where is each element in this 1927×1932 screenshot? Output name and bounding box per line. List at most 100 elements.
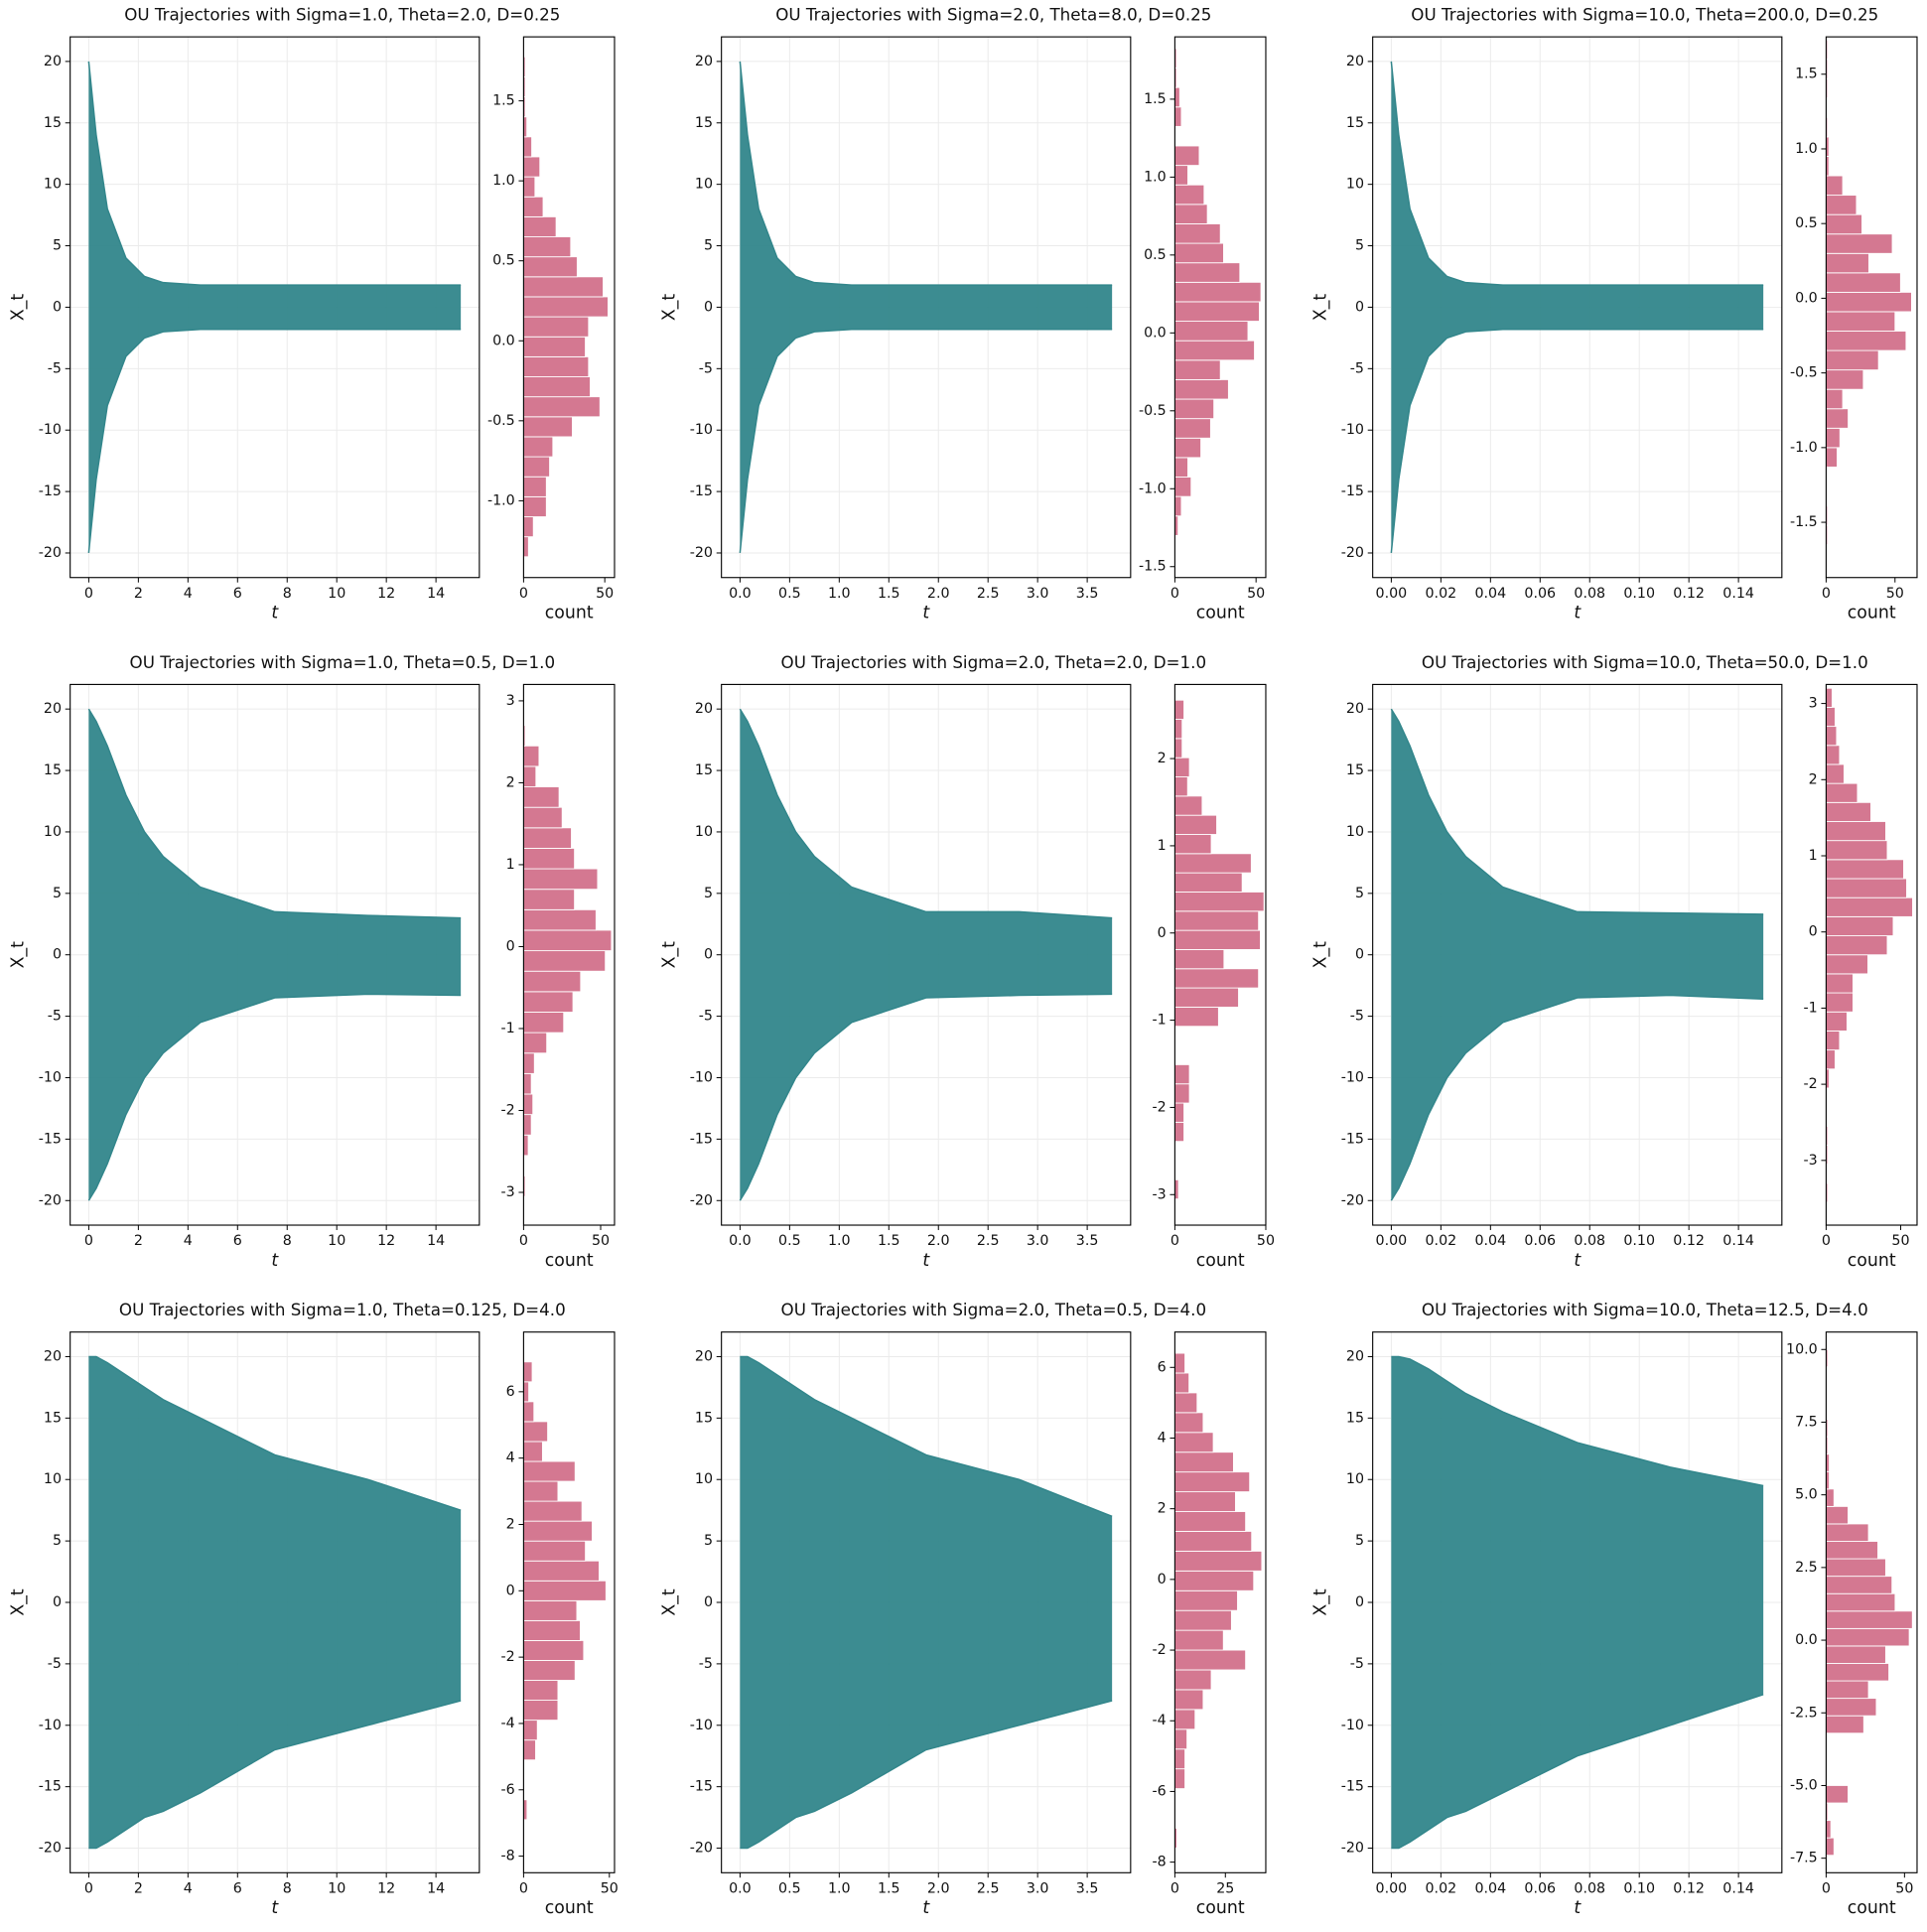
y-tick-label: 1 <box>506 857 515 873</box>
y-tick-label: 1 <box>1809 848 1818 864</box>
histogram-bar <box>522 196 544 217</box>
trajectory-spread <box>1391 709 1764 1201</box>
x-tick-label: 6 <box>233 586 242 602</box>
histogram-bar <box>1173 1768 1185 1790</box>
histogram-bar <box>522 1441 543 1462</box>
histogram-bar <box>522 476 547 497</box>
y-tick-label: -20 <box>1341 545 1364 561</box>
y-tick-label: -1 <box>501 1021 515 1036</box>
x-tick-label: 0 <box>1170 586 1179 602</box>
y-tick-label: 5 <box>53 1533 62 1549</box>
y-tick-label: -10 <box>1341 1069 1364 1085</box>
histogram-bar <box>522 1599 578 1621</box>
y-tick-label: -15 <box>1341 483 1364 499</box>
x-tick-label: 0.5 <box>778 1880 801 1896</box>
x-tick-label: 1.0 <box>828 1233 851 1249</box>
x-tick-label: 0.02 <box>1426 586 1457 602</box>
histogram-bar <box>1173 1531 1253 1552</box>
y-axis-label: X_t <box>1311 294 1331 322</box>
x-tick-label: 0.14 <box>1722 586 1754 602</box>
y-tick-label: -15 <box>39 1131 62 1147</box>
y-tick-label: 15 <box>44 1410 62 1426</box>
panel-title: OU Trajectories with Sigma=10.0, Theta=5… <box>1422 652 1868 672</box>
histogram-bar <box>1825 175 1844 197</box>
x-tick-label: 0.0 <box>729 1880 752 1896</box>
histogram-bar <box>1825 706 1836 728</box>
histogram-bar <box>522 1381 530 1403</box>
x-tick-label: 0.10 <box>1623 586 1655 602</box>
x-tick-label: 1.0 <box>828 1880 851 1896</box>
x-tick-label: 2 <box>134 1880 143 1896</box>
histogram-bar <box>1173 1669 1212 1691</box>
panel-title: OU Trajectories with Sigma=2.0, Theta=8.… <box>775 5 1211 25</box>
histogram-bar <box>522 176 536 198</box>
y-tick-label: 6 <box>1158 1359 1167 1375</box>
y-tick-label: -10 <box>690 422 713 438</box>
histogram-bar <box>1825 878 1907 898</box>
histogram-bar <box>522 336 586 357</box>
histogram-bar <box>1173 1629 1224 1651</box>
x-tick-label: 0 <box>84 1233 93 1249</box>
y-tick-label: 6 <box>506 1384 515 1400</box>
histogram-bar <box>522 1032 548 1054</box>
histogram-bar <box>1173 1748 1185 1770</box>
x-tick-label: 0.14 <box>1722 1880 1754 1896</box>
trajectory-envelope <box>739 993 1113 1201</box>
x-tick-label: 0.00 <box>1376 1880 1408 1896</box>
x-tick-label: 0.00 <box>1376 1233 1408 1249</box>
x-tick-label: 0 <box>519 1233 528 1249</box>
y-tick-label: -5 <box>699 1656 713 1672</box>
histogram-bar <box>1825 821 1886 842</box>
panel-title: OU Trajectories with Sigma=10.0, Theta=1… <box>1422 1300 1868 1319</box>
histogram-bar <box>522 991 574 1013</box>
histogram-bar <box>522 1500 583 1522</box>
histogram-bar <box>522 536 529 558</box>
x-tick-label: 0 <box>1822 1233 1831 1249</box>
y-tick-label: -20 <box>690 1841 713 1857</box>
x-tick-label: 12 <box>377 1880 395 1896</box>
x-tick-label: 14 <box>427 1233 445 1249</box>
y-tick-label: -5 <box>1350 1009 1364 1025</box>
y-tick-label: 1.0 <box>492 173 515 189</box>
x-tick-label: 0.08 <box>1574 1880 1605 1896</box>
y-tick-label: -15 <box>39 483 62 499</box>
histogram-bar <box>522 296 609 318</box>
x-tick-label: 14 <box>427 586 445 602</box>
x-tick-label: 0.02 <box>1426 1233 1457 1249</box>
y-tick-label: 1.0 <box>1795 141 1818 157</box>
y-tick-label: 15 <box>1346 115 1364 131</box>
y-tick-label: 5 <box>53 238 62 254</box>
x-tick-label: 0.12 <box>1673 586 1705 602</box>
y-tick-label: 20 <box>1346 701 1364 717</box>
y-tick-label: 0 <box>1809 924 1818 940</box>
trajectory-spread <box>740 1356 1113 1849</box>
histogram-bar <box>1825 1837 1835 1857</box>
histogram-bar <box>522 1401 535 1423</box>
histogram-bar <box>1825 1505 1849 1525</box>
histogram-bar <box>1825 349 1879 371</box>
histogram-bar <box>1825 763 1845 784</box>
histogram-bar <box>1173 872 1243 893</box>
axes-frame <box>522 36 616 579</box>
y-tick-label: 7.5 <box>1795 1414 1818 1430</box>
y-tick-label: -15 <box>1341 1779 1364 1795</box>
y-tick-label: -20 <box>39 545 62 561</box>
histogram-bar <box>1173 242 1224 264</box>
panel-title: OU Trajectories with Sigma=1.0, Theta=2.… <box>124 5 560 25</box>
histogram-bar <box>1173 1511 1247 1532</box>
y-tick-label: 20 <box>44 701 62 717</box>
x-tick-label: 1.5 <box>878 586 900 602</box>
y-tick-label: -5 <box>1350 360 1364 376</box>
histogram-bar <box>1825 1558 1886 1578</box>
x-tick-label: 0.08 <box>1574 1233 1605 1249</box>
histogram-bar <box>1173 776 1188 797</box>
histogram-bar <box>1825 782 1858 803</box>
histogram-bar <box>1825 687 1833 708</box>
histogram-bar <box>1173 1063 1190 1085</box>
y-tick-label: 2 <box>506 1516 515 1532</box>
x-tick-label: 50 <box>596 586 614 602</box>
y-tick-label: 20 <box>1346 54 1364 69</box>
x-axis-label: count <box>545 1898 594 1918</box>
y-axis-label: X_t <box>9 1588 29 1616</box>
trajectory-spread <box>740 61 1113 553</box>
